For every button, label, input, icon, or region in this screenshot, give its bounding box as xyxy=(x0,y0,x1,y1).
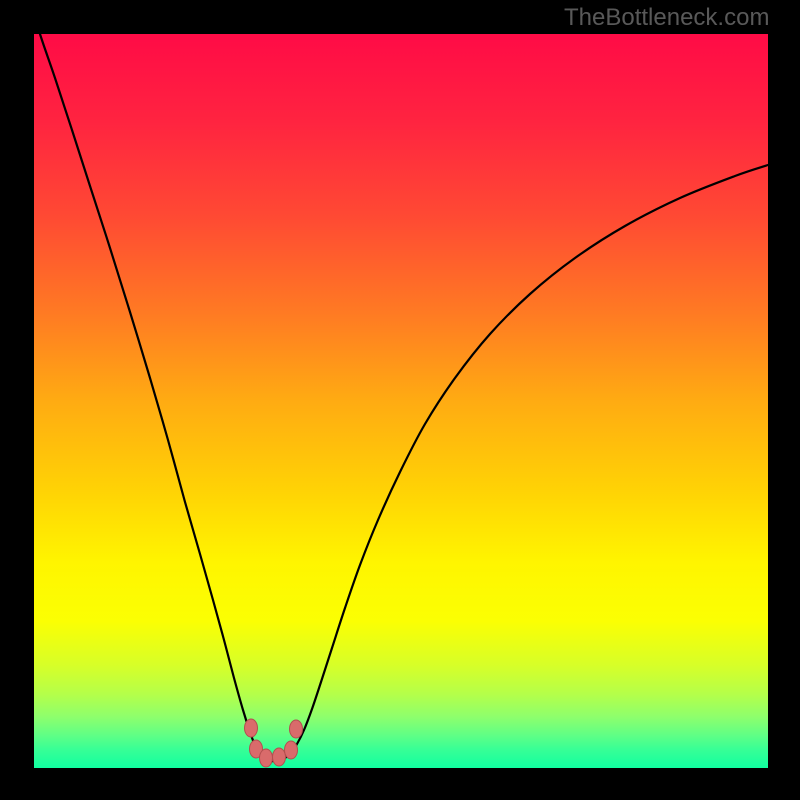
watermark-text: TheBottleneck.com xyxy=(564,4,769,32)
plot-gradient-area xyxy=(34,34,768,768)
chart-frame: TheBottleneck.com xyxy=(0,0,800,800)
